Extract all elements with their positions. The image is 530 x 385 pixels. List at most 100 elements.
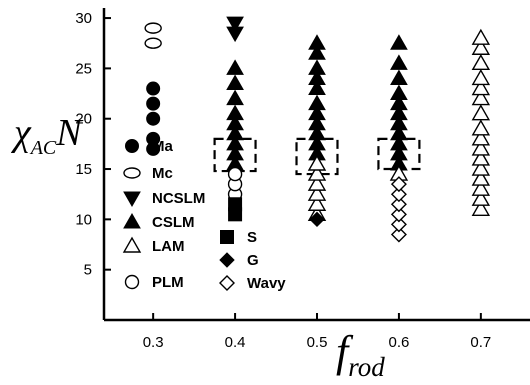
x-tick-label: 0.7 [470,334,491,351]
legend-label-wavy: Wavy [247,275,286,292]
data-point-lam [471,79,491,96]
data-point-cslm [308,114,326,131]
data-point-plm [227,166,243,182]
data-point-cslm [226,114,244,131]
data-point-cslm [308,34,326,50]
data-point-cslm [390,84,408,101]
data-point-lam [307,194,327,211]
data-point-lam [471,169,491,186]
data-point-lam [307,164,327,181]
legend-item-mc: Mc [123,165,173,182]
data-point-cslm [308,124,326,141]
legend-item-lam: LAM [122,236,185,255]
series-mc [144,22,162,49]
data-point-cslm [390,94,408,111]
legend-label-ncslm: NCSLM [152,190,205,207]
legend-marker-ncslm [123,191,141,208]
legend-marker-s [220,230,234,244]
data-point-ma [146,81,161,96]
axis-labels: χACN frod [10,112,385,382]
y-tick-label: 15 [75,161,92,178]
x-axis-label: frod [336,327,385,382]
legend-item-wavy: Wavy [219,275,286,292]
data-point-cslm [390,114,408,131]
y-axis-label: χACN [10,112,84,159]
legend-item-ma: Ma [125,138,173,155]
x-tick-label: 0.5 [307,334,328,351]
x-tick-label: 0.4 [225,334,246,351]
data-point-lam [471,159,491,176]
legend-label-g: G [247,252,259,269]
data-point-cslm [390,54,408,70]
data-point-ma [146,111,161,126]
y-tick-label: 30 [75,10,92,27]
axes: 5 10 15 20 25 30 0.3 0.4 0.5 0.6 0.7 [75,8,530,351]
data-point-cslm [308,59,326,75]
legend-label-ma: Ma [152,138,173,155]
legend-label-cslm: CSLM [152,214,195,231]
data-point-lam [307,184,327,201]
x-axis-label-subscript: rod [348,352,385,382]
series-lam [307,28,491,222]
data-point-cslm [226,59,244,75]
data-point-s [228,197,243,212]
data-points [144,16,491,243]
data-point-cslm [308,44,326,60]
data-point-wavy [390,216,407,233]
data-point-wavy [390,226,407,243]
legend-marker-mc [123,167,141,179]
data-point-lam [471,139,491,156]
legend-item-cslm: CSLM [123,212,195,231]
x-tick-label: 0.3 [143,334,164,351]
data-point-cslm [308,94,326,111]
series-g [309,211,325,228]
data-point-cslm [308,69,326,85]
legend-marker-plm [124,274,140,290]
data-point-lam [471,38,491,55]
data-point-lam [471,89,491,106]
legend-marker-ma [125,139,139,153]
data-point-cslm [308,79,326,96]
data-point-mc [144,22,162,34]
series-ncslm [226,16,244,43]
legend-marker-cslm [123,212,141,229]
series-ma [146,81,161,156]
data-point-cslm [226,144,244,161]
data-point-lam [471,189,491,206]
legend-item-plm: PLM [124,274,184,291]
data-point-cslm [390,144,408,161]
data-point-lam [471,199,491,216]
y-axis-label-main: χ [10,112,32,154]
data-point-ma [146,96,161,111]
data-point-lam [471,28,491,45]
data-point-ma [146,131,161,146]
data-point-lam [471,53,491,71]
data-point-lam [307,154,327,171]
y-tick-label: 5 [84,262,92,279]
data-point-cslm [390,34,408,50]
legend-label-lam: LAM [152,238,185,255]
data-point-cslm [390,124,408,141]
data-point-wavy [390,206,407,223]
series-plm [227,166,243,202]
data-point-lam [471,104,491,121]
y-tick-label: 20 [75,111,92,128]
x-tick-label: 0.6 [388,334,409,351]
legend-marker-g [219,252,235,268]
data-point-cslm [226,89,244,106]
data-point-lam [471,119,491,136]
legend-marker-lam [122,236,142,253]
data-point-lam [471,129,491,146]
y-tick-label: 10 [75,211,92,228]
data-point-g [309,211,325,228]
data-point-cslm [308,104,326,121]
data-point-cslm [226,104,244,121]
data-point-wavy [390,196,407,213]
data-point-cslm [226,124,244,141]
legend-label-plm: PLM [152,274,184,291]
data-point-cslm [390,69,408,85]
series-wavy [390,176,407,243]
data-point-mc [144,37,162,49]
legend-item-ncslm: NCSLM [123,190,205,208]
